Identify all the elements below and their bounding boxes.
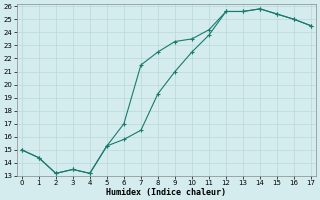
X-axis label: Humidex (Indice chaleur): Humidex (Indice chaleur) (107, 188, 227, 197)
